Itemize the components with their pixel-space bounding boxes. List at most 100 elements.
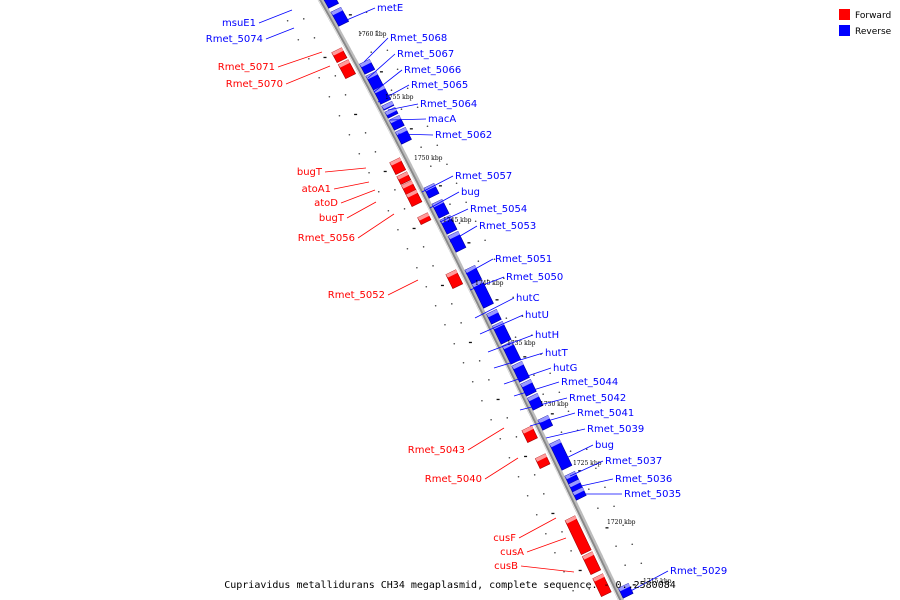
gene-label-reverse[interactable]: Rmet_5053: [479, 221, 536, 232]
gene-label-reverse[interactable]: Rmet_5042: [569, 393, 626, 404]
kbp-tick-label: 1755 kbp: [385, 94, 414, 101]
frame-dot: [376, 30, 378, 33]
gene-label-reverse[interactable]: Rmet_5044: [561, 377, 618, 388]
label-leader-line: [389, 118, 427, 121]
gene-label-forward[interactable]: cusF: [493, 533, 516, 544]
frame-dot: [613, 505, 615, 508]
gene-label-reverse[interactable]: hutU: [525, 310, 549, 321]
gene-label-forward[interactable]: cusB: [494, 561, 518, 572]
frame-dot: [543, 493, 545, 495]
gene-label-reverse[interactable]: Rmet_5035: [624, 489, 681, 500]
gene-label-forward[interactable]: bugT: [297, 167, 323, 178]
gene-label-forward[interactable]: Rmet_5052: [328, 290, 385, 301]
reverse-gene[interactable]: [322, 0, 340, 9]
gene-label-forward[interactable]: bugT: [319, 213, 345, 224]
gene-label-reverse[interactable]: hutC: [516, 293, 540, 304]
frame-dot: [286, 19, 289, 22]
gene-label-forward[interactable]: Rmet_5070: [226, 79, 283, 90]
frame-dot: [545, 532, 547, 535]
frame-dot: [425, 285, 428, 288]
gene-bevel: [331, 47, 344, 56]
label-leader-line: [624, 570, 669, 595]
gene-label-reverse[interactable]: bug: [595, 440, 614, 451]
frame-dot: [486, 279, 489, 281]
frame-dot: [397, 228, 399, 231]
gene-label-reverse[interactable]: Rmet_5068: [390, 33, 447, 44]
gene-label-reverse[interactable]: hutH: [535, 330, 559, 341]
frame-dot: [400, 108, 403, 110]
gene-label-forward[interactable]: msuE1: [222, 18, 256, 29]
gene-label-forward[interactable]: Rmet_5040: [425, 474, 482, 485]
gene-bevel: [538, 415, 550, 424]
label-leader-line: [340, 189, 376, 204]
frame-dot: [471, 380, 474, 383]
frame-dot: [515, 436, 518, 438]
frame-dot: [453, 342, 456, 345]
label-leader-line: [469, 276, 505, 291]
gene-label-reverse[interactable]: metE: [377, 3, 403, 14]
gene-label-forward[interactable]: Rmet_5074: [206, 34, 263, 45]
gene-label-forward[interactable]: Rmet_5071: [218, 62, 275, 73]
frame-dot: [406, 247, 409, 250]
gene-label-reverse[interactable]: Rmet_5041: [577, 408, 634, 419]
frame-dash: [578, 470, 582, 472]
frame-dot: [434, 304, 437, 307]
gene-label-reverse[interactable]: bug: [461, 187, 480, 198]
frame-dot: [560, 431, 563, 433]
gene-label-reverse[interactable]: Rmet_5050: [506, 272, 563, 283]
gene-label-reverse[interactable]: Rmet_5057: [455, 171, 512, 182]
label-leader-line: [484, 457, 519, 480]
frame-dot: [493, 258, 496, 261]
gene-label-reverse[interactable]: macA: [428, 114, 456, 125]
frame-dot: [318, 76, 320, 79]
gene-label-reverse[interactable]: Rmet_5051: [495, 254, 552, 265]
gene-bevel: [527, 393, 540, 402]
frame-dot: [490, 418, 492, 421]
gene-label-reverse[interactable]: hutG: [553, 363, 577, 374]
gene-bevel: [395, 127, 408, 136]
gene-label-reverse[interactable]: Rmet_5064: [420, 99, 477, 110]
kbp-tick-label: 1760 kbp: [358, 31, 387, 38]
frame-dot: [465, 201, 467, 204]
label-leader-line: [377, 84, 410, 103]
gene-label-forward[interactable]: cusA: [500, 547, 524, 558]
gene-label-reverse[interactable]: Rmet_5066: [404, 65, 461, 76]
frame-dot: [313, 37, 316, 39]
label-leader-line: [421, 175, 454, 193]
frame-dash: [440, 284, 444, 287]
gene-label-reverse[interactable]: Rmet_5039: [587, 424, 644, 435]
frame-dot: [358, 152, 361, 155]
gene-label-forward[interactable]: atoA1: [302, 184, 331, 195]
gene-label-reverse[interactable]: Rmet_5062: [435, 130, 492, 141]
frame-dot: [570, 550, 572, 552]
frame-dot: [386, 49, 389, 52]
gene-label-forward[interactable]: atoD: [314, 198, 338, 209]
gene-bevel: [445, 269, 458, 278]
gene-label-forward[interactable]: Rmet_5043: [408, 445, 465, 456]
label-leader-line: [357, 213, 395, 239]
legend-swatch-reverse: [839, 25, 850, 36]
gene-label-reverse[interactable]: Rmet_5029: [670, 566, 727, 577]
forward-labels: msuE1 Rmet_5074 Rmet_5071 Rmet_5070 bugT atoA…: [206, 18, 524, 572]
gene-label-reverse[interactable]: hutT: [545, 348, 569, 359]
label-leader-line: [557, 444, 594, 463]
legend-label-reverse: Reverse: [855, 27, 892, 37]
gene-bevel: [373, 85, 386, 94]
frame-dot: [462, 361, 465, 364]
gene-label-forward[interactable]: Rmet_5056: [298, 233, 355, 244]
gene-label-reverse[interactable]: Rmet_5037: [605, 456, 662, 467]
gene-label-reverse[interactable]: Rmet_5036: [615, 474, 672, 485]
frame-dot: [460, 322, 462, 324]
legend-swatch-forward: [839, 9, 850, 20]
gene-label-reverse[interactable]: Rmet_5054: [470, 204, 527, 215]
label-leader-line: [397, 133, 434, 136]
label-leader-line: [333, 181, 370, 190]
gene-bevel: [448, 231, 460, 240]
frame-dot: [569, 450, 572, 452]
gene-label-reverse[interactable]: Rmet_5067: [397, 49, 454, 60]
gene-bevel: [385, 107, 397, 116]
label-leader-line: [526, 537, 567, 553]
label-leader-line: [571, 478, 614, 489]
gene-label-reverse[interactable]: Rmet_5065: [411, 80, 468, 91]
